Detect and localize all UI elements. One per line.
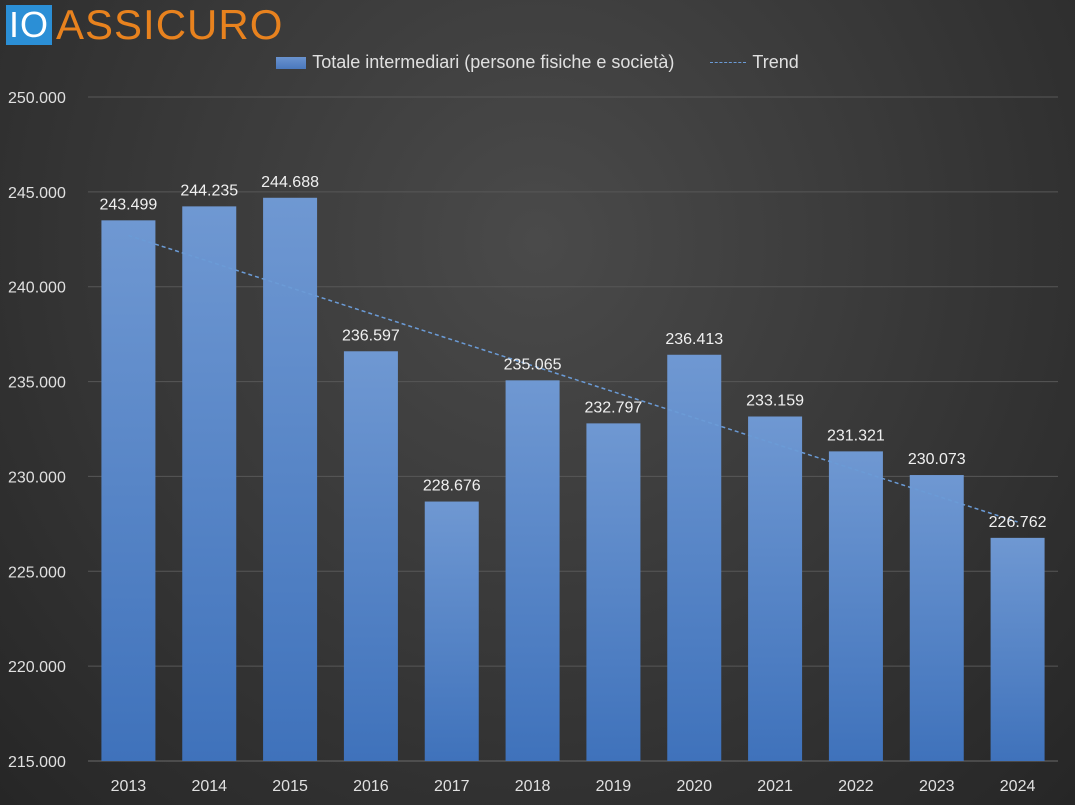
legend-trend-label: Trend [752, 52, 799, 72]
data-label: 231.321 [827, 427, 885, 444]
data-label: 244.235 [180, 182, 238, 199]
x-tick-label: 2024 [1000, 778, 1036, 795]
bar [586, 423, 641, 761]
logo-box: IO [6, 5, 53, 45]
legend-bar-swatch [276, 56, 307, 69]
bar [505, 380, 560, 761]
bar [990, 537, 1045, 761]
x-axis: 2013 2014 2015 2016 2017 2018 2019 2020 2021 2022… [111, 778, 1036, 795]
y-tick-label: 215.000 [8, 754, 66, 771]
y-tick-label: 220.000 [8, 659, 66, 676]
bar [748, 416, 803, 761]
y-tick-label: 235.000 [8, 375, 66, 392]
data-label: 230.073 [908, 451, 966, 468]
x-tick-label: 2020 [676, 778, 712, 795]
bar [263, 197, 318, 761]
data-label: 235.065 [504, 356, 562, 373]
data-label: 244.688 [261, 174, 319, 191]
x-tick-label: 2023 [919, 778, 955, 795]
data-label: 243.499 [99, 196, 157, 213]
x-tick-label: 2019 [596, 778, 632, 795]
legend-item-bars: Totale intermediari (persone fisiche e s… [276, 52, 674, 73]
data-label: 236.413 [665, 331, 723, 348]
data-label: 236.597 [342, 327, 400, 344]
x-tick-label: 2021 [757, 778, 793, 795]
y-tick-label: 230.000 [8, 469, 66, 486]
legend-item-trend: Trend [710, 52, 799, 73]
trend-line-path [128, 234, 1018, 523]
bar [828, 451, 883, 761]
y-tick-label: 240.000 [8, 280, 66, 297]
y-tick-label: 245.000 [8, 185, 66, 202]
data-label: 228.676 [423, 478, 481, 495]
data-label: 226.762 [989, 514, 1047, 531]
bar [424, 501, 479, 761]
data-labels: 243.499 244.235 244.688 236.597 228.676 235.0… [99, 174, 1046, 531]
gridlines [88, 96, 1058, 762]
bar [667, 354, 722, 761]
x-tick-label: 2014 [191, 778, 227, 795]
legend-bar-label: Totale intermediari (persone fisiche e s… [312, 52, 675, 72]
x-tick-label: 2017 [434, 778, 470, 795]
y-tick-label: 250.000 [8, 90, 66, 107]
y-tick-label: 225.000 [8, 564, 66, 581]
bar [182, 206, 237, 761]
bar [343, 351, 398, 761]
logo-wordmark: ASSICURO [56, 1, 284, 48]
x-tick-label: 2018 [515, 778, 551, 795]
data-label: 233.159 [746, 392, 804, 409]
bar [909, 475, 964, 761]
x-tick-label: 2013 [111, 778, 147, 795]
trend-line [128, 234, 1018, 523]
data-label: 232.797 [584, 399, 642, 416]
x-tick-label: 2022 [838, 778, 874, 795]
chart-legend: Totale intermediari (persone fisiche e s… [0, 52, 1075, 73]
bars [101, 197, 1045, 761]
legend-trend-swatch [710, 62, 747, 63]
brand-logo: IO ASSICURO [6, 2, 283, 48]
y-axis: 215.000 220.000 225.000 230.000 235.000 240.0… [8, 90, 66, 771]
x-tick-label: 2015 [272, 778, 308, 795]
bar [101, 220, 156, 761]
x-tick-label: 2016 [353, 778, 389, 795]
